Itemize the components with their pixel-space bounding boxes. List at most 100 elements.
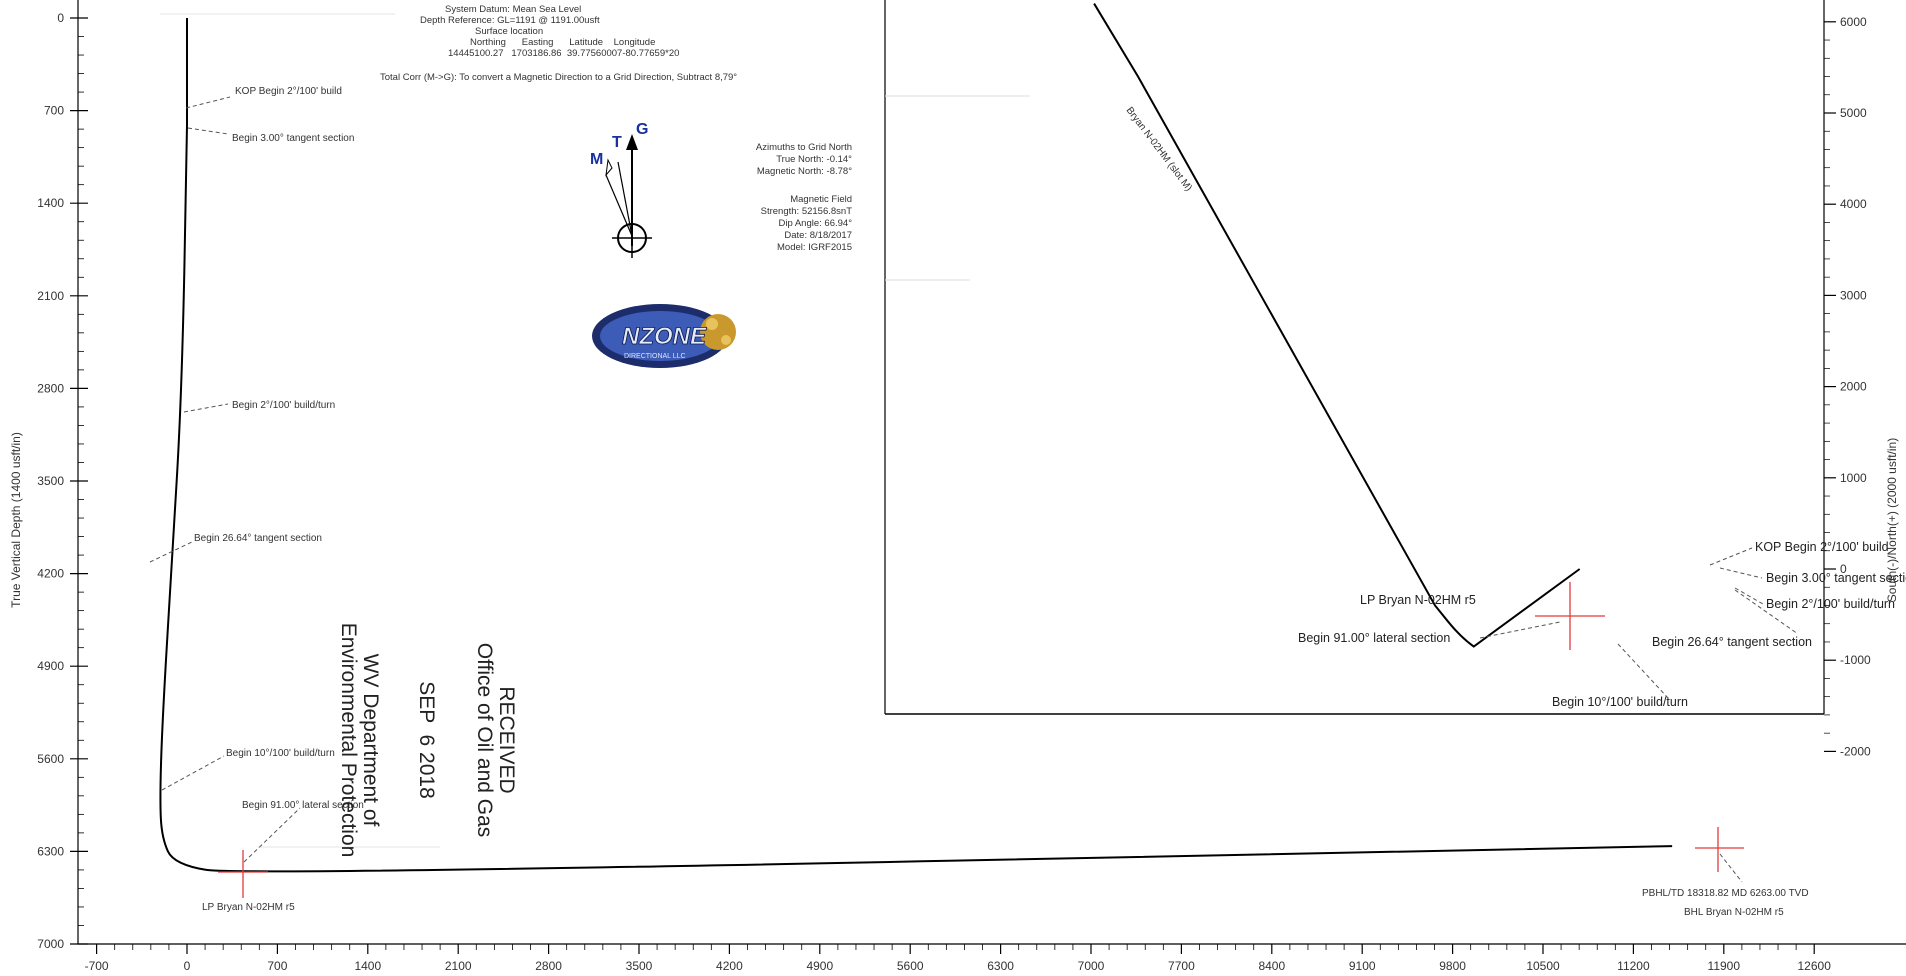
- x-tick-label: 2800: [535, 959, 562, 973]
- x-tick-label: 6300: [987, 959, 1014, 973]
- sec-10deg-label-group: Begin 10°/100' build/turn: [161, 748, 335, 791]
- y-tick-label: 7000: [37, 937, 64, 951]
- x-tick-label: 10500: [1526, 959, 1560, 973]
- y-tick-label: 2800: [37, 381, 64, 395]
- x-tick-label: 0: [184, 959, 191, 973]
- north-t-label: T: [612, 134, 622, 151]
- plan-wellpath: [1093, 3, 1581, 648]
- x-tick-label: 9800: [1439, 959, 1466, 973]
- x-tick-label: 9100: [1349, 959, 1376, 973]
- svg-text:Dip Angle: 66.94°: Dip Angle: 66.94°: [778, 218, 852, 229]
- plan-lp-label-group: LP Bryan N-02HM r5 Begin 91.00° lateral …: [1298, 582, 1605, 650]
- x-tick-label: 4200: [716, 959, 743, 973]
- svg-text:Begin 91.00° lateral section: Begin 91.00° lateral section: [242, 800, 364, 811]
- y-tick-label: 6300: [37, 844, 64, 858]
- received-stamp: RECEIVED Office of Oil and Gas SEP 6 201…: [337, 623, 518, 858]
- x-tick-label: 700: [267, 959, 287, 973]
- sec-pbhl-marker-group: PBHL/TD 18318.82 MD 6263.00 TVD BHL Brya…: [1642, 827, 1809, 918]
- plan-tick-label: 1000: [1840, 471, 1867, 485]
- x-tick-label: 2100: [445, 959, 472, 973]
- plan-tick-label: 3000: [1840, 288, 1867, 302]
- y-tick-label: 2100: [37, 289, 64, 303]
- svg-text:True North: -0.14°: True North: -0.14°: [776, 154, 852, 165]
- svg-text:Begin 2°/100' build/turn: Begin 2°/100' build/turn: [1766, 597, 1895, 611]
- plan-view-panel: [884, 0, 1825, 715]
- sec-lp-marker-group: LP Bryan N-02HM r5: [202, 850, 295, 913]
- y-tick-label: 1400: [37, 196, 64, 210]
- x-tick-label: 7700: [1168, 959, 1195, 973]
- x-tick-label: 5600: [897, 959, 924, 973]
- svg-text:Begin 10°/100' build/turn: Begin 10°/100' build/turn: [1552, 695, 1688, 709]
- y-tick-label: 4200: [37, 567, 64, 581]
- plan-10deg-label-group: Begin 10°/100' build/turn: [1552, 643, 1688, 709]
- svg-text:Begin 91.00° lateral section: Begin 91.00° lateral section: [1298, 631, 1450, 645]
- svg-text:Magnetic Field: Magnetic Field: [790, 194, 852, 205]
- svg-text:Begin 2°/100' build/turn: Begin 2°/100' build/turn: [232, 400, 335, 411]
- x-tick-label: 3500: [626, 959, 653, 973]
- x-tick-label: 1400: [354, 959, 381, 973]
- sec-2664-label-group: Begin 26.64° tangent section: [149, 533, 322, 563]
- svg-text:KOP Begin 2°/100' build: KOP Begin 2°/100' build: [1755, 540, 1889, 554]
- x-tick-label: 11200: [1617, 959, 1650, 973]
- svg-text:WV Department of: WV Department of: [359, 654, 382, 827]
- svg-text:NZONE: NZONE: [622, 323, 707, 350]
- plan-2664-label-group: Begin 26.64° tangent section: [1652, 589, 1812, 649]
- section-left-ticks: 0 700 1400 2100 2800 3500 4200 4900 5600 6300 7000: [37, 11, 88, 951]
- azimuth-block: Azimuths to Grid North True North: -0.14…: [756, 142, 852, 253]
- svg-text:PBHL/TD 18318.82 MD 6263.00 TV: PBHL/TD 18318.82 MD 6263.00 TVD: [1642, 888, 1809, 899]
- x-tick-label: 8400: [1258, 959, 1285, 973]
- sec-kop-label-group: KOP Begin 2°/100' build: [185, 86, 342, 109]
- svg-text:KOP Begin 2°/100' build: KOP Begin 2°/100' build: [235, 86, 342, 97]
- svg-text:LP Bryan N-02HM r5: LP Bryan N-02HM r5: [1360, 593, 1476, 607]
- sec-91-label-group: Begin 91.00° lateral section: [242, 800, 364, 863]
- svg-text:Begin 3.00° tangent section: Begin 3.00° tangent section: [232, 133, 354, 144]
- sec-tangent-label-group: Begin 3.00° tangent section: [187, 127, 354, 144]
- svg-text:Begin 26.64° tangent section: Begin 26.64° tangent section: [194, 533, 322, 544]
- plan-kop-label-group: KOP Begin 2°/100' build: [1709, 540, 1889, 566]
- header-depth-ref: Depth Reference: GL=1191 @ 1191.00usft: [420, 15, 600, 26]
- north-m-label: M: [590, 151, 603, 168]
- plan-tick-label: 4000: [1840, 197, 1867, 211]
- x-tick-label: 11900: [1708, 959, 1741, 973]
- svg-text:Begin 26.64° tangent section: Begin 26.64° tangent section: [1652, 635, 1812, 649]
- plan-tick-label: -1000: [1840, 653, 1871, 667]
- sec-buildturn-label-group: Begin 2°/100' build/turn: [183, 400, 335, 413]
- svg-text:DIRECTIONAL LLC: DIRECTIONAL LLC: [624, 353, 686, 360]
- y-tick-label: 5600: [37, 752, 64, 766]
- svg-text:Magnetic North: -8.78°: Magnetic North: -8.78°: [757, 166, 852, 177]
- plan-right-axis: 6000 5000 4000 3000 2000 1000 0 -1000 -2000: [1824, 15, 1871, 758]
- header-datum: System Datum: Mean Sea Level: [445, 4, 581, 15]
- svg-text:Date: 8/18/2017: Date: 8/18/2017: [784, 230, 852, 241]
- svg-text:Begin 3.00° tangent section: Begin 3.00° tangent section: [1766, 571, 1906, 585]
- svg-text:Model: IGRF2015: Model: IGRF2015: [777, 242, 852, 253]
- plan-tick-label: -2000: [1840, 744, 1871, 758]
- y-tick-label: 0: [57, 11, 64, 25]
- section-bottom-ticks: -700 0 700 1400 2100 2800 3500 4200 4900 5600 6300…: [85, 944, 1832, 973]
- svg-text:Strength: 52156.8snT: Strength: 52156.8snT: [761, 206, 853, 217]
- header-total-corr: Total Corr (M->G): To convert a Magnetic…: [380, 72, 737, 83]
- company-logo: NZONE DIRECTIONAL LLC: [592, 304, 736, 368]
- x-tick-label: 4900: [806, 959, 833, 973]
- north-g-label: G: [636, 121, 648, 138]
- x-tick-label: 12600: [1798, 959, 1832, 973]
- svg-text:RECEIVED: RECEIVED: [495, 686, 518, 793]
- svg-text:Azimuths to Grid North: Azimuths to Grid North: [756, 142, 852, 153]
- y-tick-label: 3500: [37, 474, 64, 488]
- plan-tick-label: 6000: [1840, 15, 1867, 29]
- plan-buildturn-label-group: Begin 2°/100' build/turn: [1734, 587, 1895, 611]
- header-surface-title: Surface location: [475, 26, 543, 37]
- north-arrow-icon: [605, 134, 652, 258]
- right-axis-title: South(-)/North(+) (2000 usft/in): [1885, 438, 1899, 602]
- svg-text:Begin 10°/100' build/turn: Begin 10°/100' build/turn: [226, 748, 335, 759]
- x-tick-label: -700: [85, 959, 109, 973]
- plan-tick-label: 0: [1840, 562, 1847, 576]
- y-tick-label: 700: [44, 104, 64, 118]
- y-tick-label: 4900: [37, 659, 64, 673]
- plan-tick-label: 2000: [1840, 380, 1867, 394]
- header-surface-vals: 14445100.27 1703186.86 39.77560007-80.77…: [448, 48, 679, 59]
- svg-text:BHL Bryan N-02HM r5: BHL Bryan N-02HM r5: [1684, 907, 1784, 918]
- svg-text:SEP 6 2018: SEP 6 2018: [415, 681, 438, 799]
- section-wellpath: [159, 18, 1673, 873]
- svg-text:Environmental Protection: Environmental Protection: [337, 623, 360, 858]
